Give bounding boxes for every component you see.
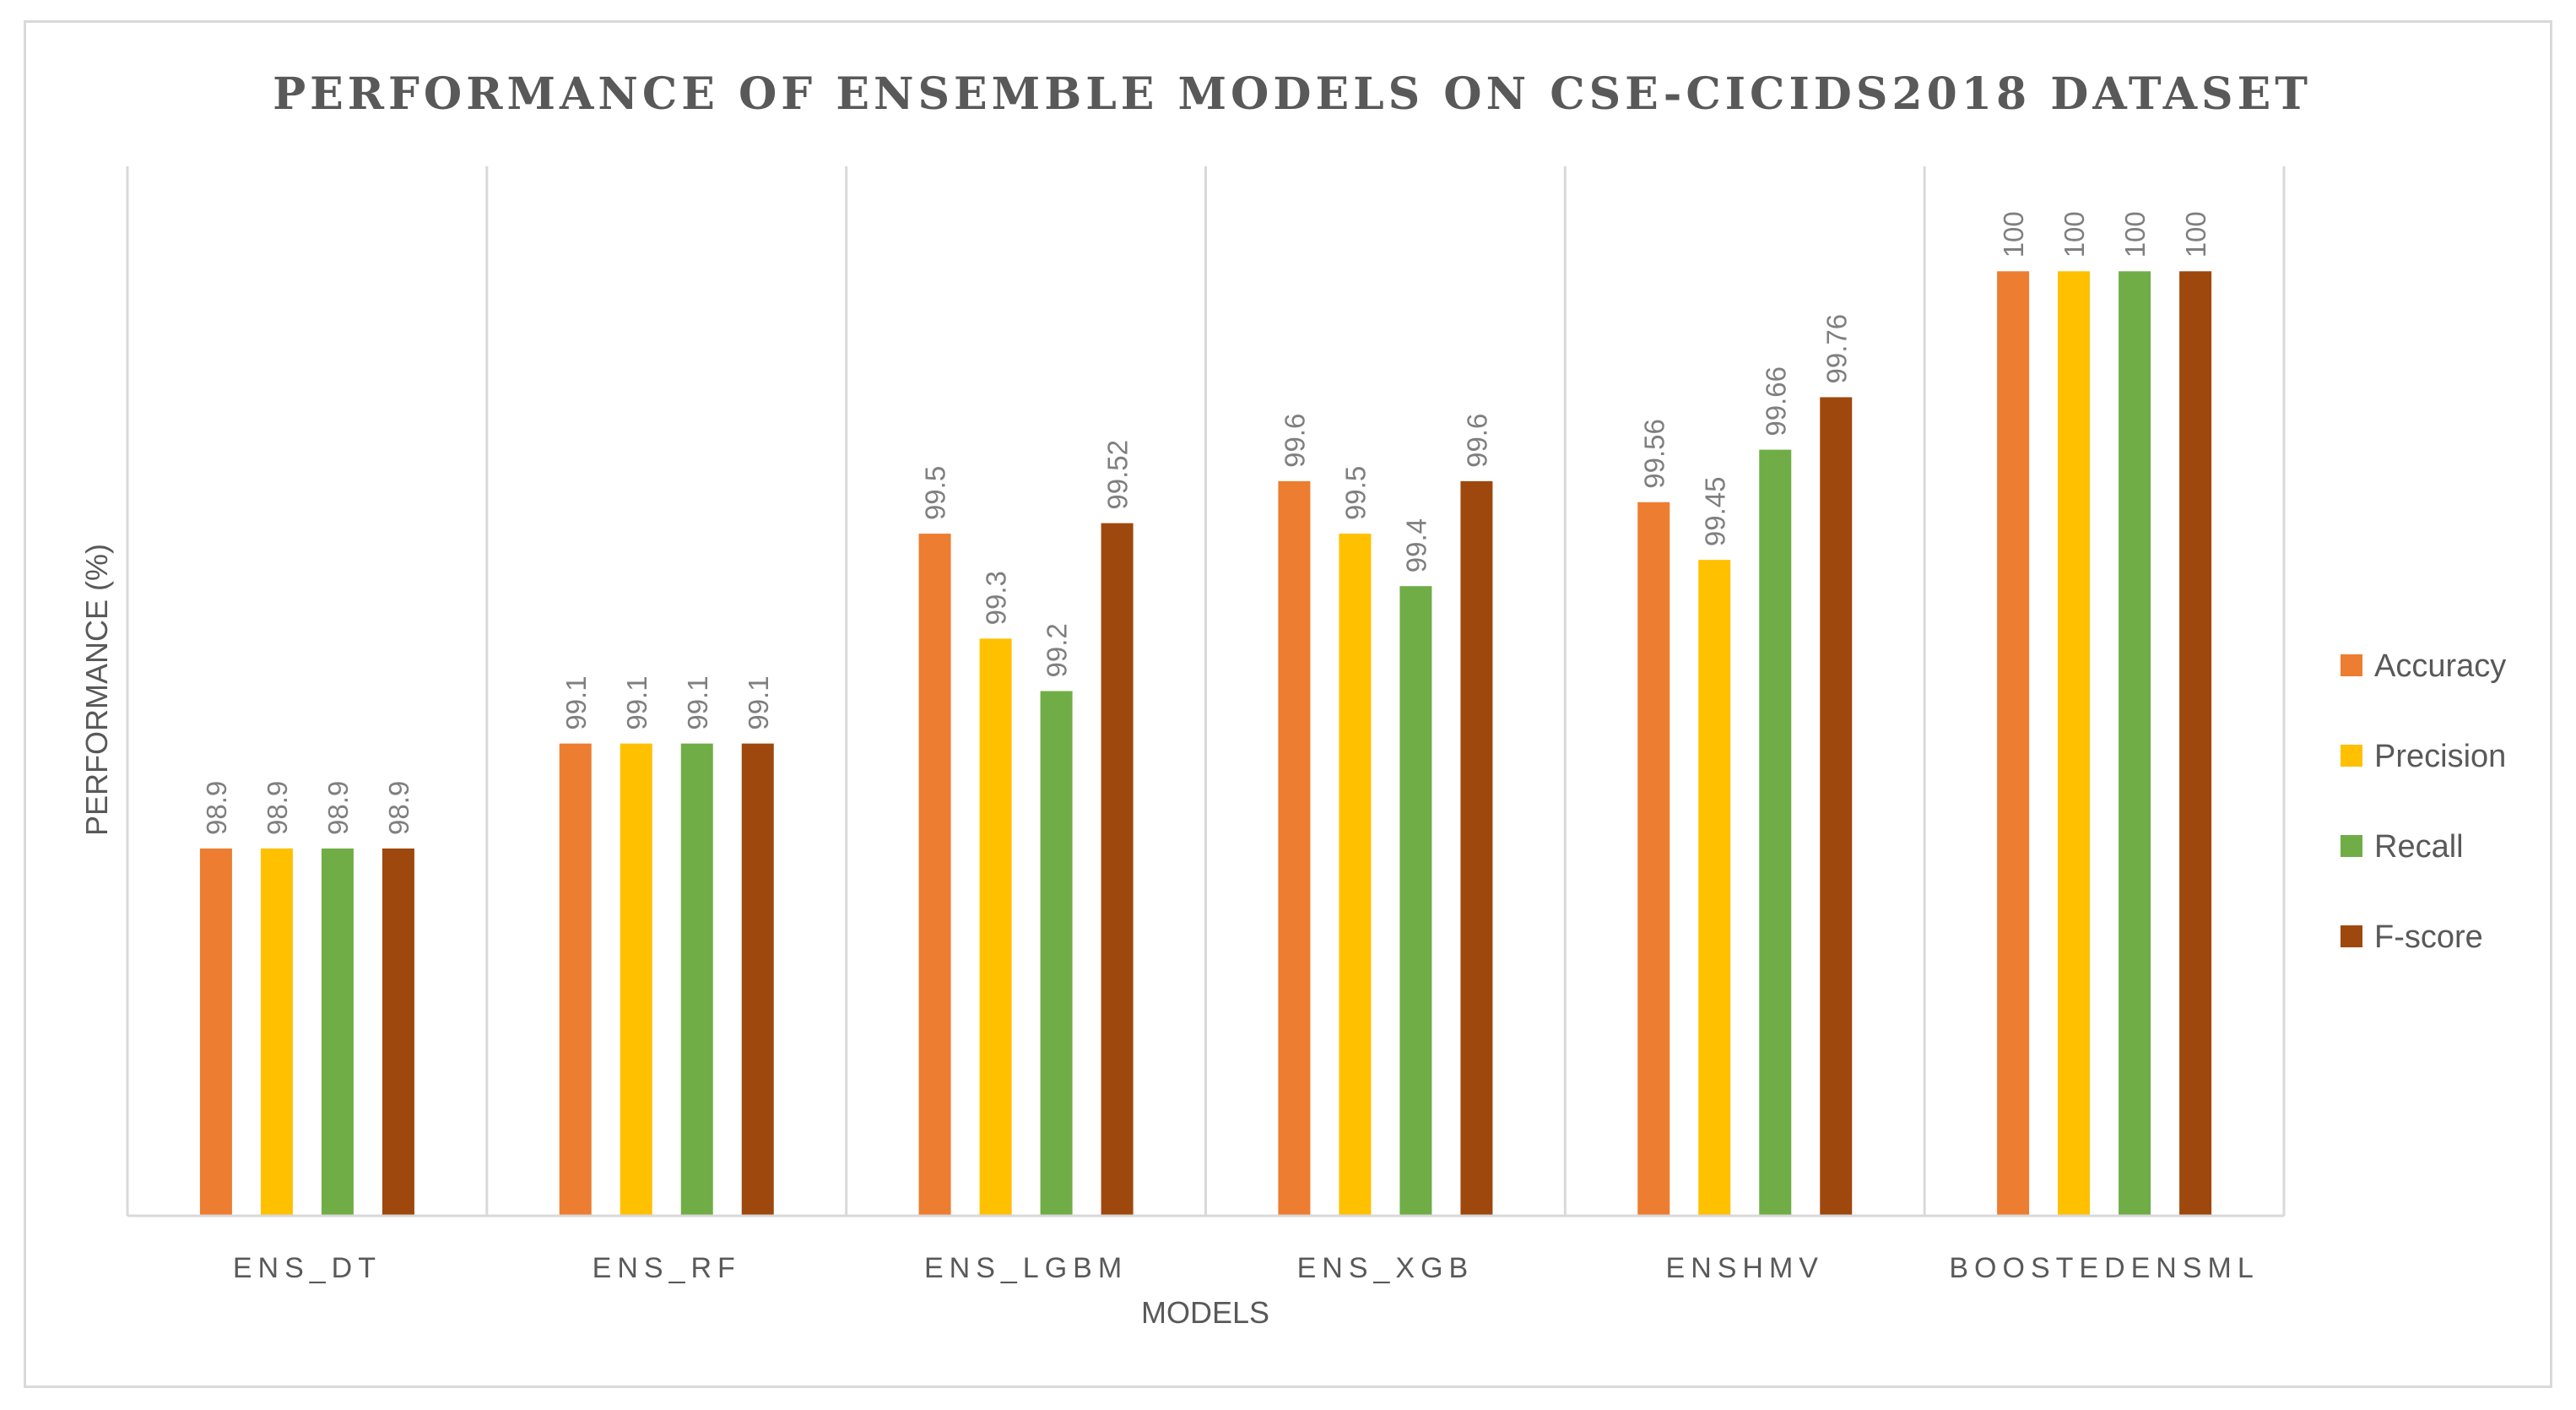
- category-gridlines: [126, 166, 2286, 1216]
- bar-boostedensml-accuracy: [1997, 271, 2030, 1216]
- data-label-boostedensml-accuracy: 100: [1998, 211, 2029, 258]
- bar-ens_rf-accuracy: [559, 743, 592, 1216]
- bar-ens_dt-precision: [260, 848, 293, 1216]
- legend-label-recall: Recall: [2374, 829, 2464, 865]
- legend-swatch-f-score: [2341, 925, 2362, 947]
- data-label-ens_rf-f-score: 99.1: [743, 675, 774, 729]
- data-label-ens_xgb-accuracy: 99.6: [1279, 414, 1310, 468]
- chart-frame: PERFORMANCE OF ENSEMBLE MODELS ON CSE-CI…: [24, 20, 2552, 1388]
- data-label-boostedensml-precision: 100: [2059, 211, 2090, 258]
- category-labels: ENS_DT ENS_RF ENS_LGBM ENS_XGB ENSHMV BOOSTED…: [233, 1252, 2259, 1284]
- bar-enshmv-accuracy: [1637, 502, 1670, 1216]
- legend-label-precision: Precision: [2374, 739, 2506, 774]
- bar-ens_xgb-recall: [1399, 586, 1432, 1216]
- data-label-boostedensml-recall: 100: [2119, 211, 2151, 258]
- category-label-enshmv: ENSHMV: [1666, 1252, 1824, 1284]
- bars: [199, 271, 2212, 1217]
- bar-ens_xgb-f-score: [1460, 480, 1493, 1216]
- data-label-ens_lgbm-accuracy: 99.5: [920, 466, 951, 520]
- legend-swatch-precision: [2341, 745, 2362, 767]
- data-label-ens_dt-f-score: 98.9: [383, 781, 414, 835]
- bar-ens_xgb-precision: [1339, 534, 1372, 1216]
- legend-swatch-accuracy: [2341, 654, 2362, 676]
- y-axis-title: PERFORMANCE (%): [79, 544, 114, 836]
- data-label-ens_rf-recall: 99.1: [682, 675, 713, 729]
- data-label-ens_dt-recall: 98.9: [322, 781, 354, 835]
- bar-ens_rf-recall: [680, 743, 713, 1216]
- legend-label-f-score: F-score: [2374, 919, 2483, 955]
- bar-ens_lgbm-accuracy: [918, 534, 951, 1216]
- bar-boostedensml-f-score: [2179, 271, 2212, 1216]
- legend: Accuracy Precision Recall F-score: [2341, 648, 2506, 955]
- data-label-ens_xgb-precision: 99.5: [1339, 466, 1371, 520]
- data-label-enshmv-f-score: 99.76: [1821, 314, 1852, 384]
- data-label-ens_dt-accuracy: 98.9: [201, 781, 232, 835]
- bar-boostedensml-recall: [2119, 271, 2151, 1216]
- bar-enshmv-f-score: [1820, 397, 1853, 1217]
- data-label-ens_xgb-recall: 99.4: [1400, 518, 1431, 572]
- data-label-ens_lgbm-recall: 99.2: [1042, 623, 1073, 677]
- bar-ens_lgbm-recall: [1040, 691, 1073, 1216]
- bar-ens_lgbm-precision: [979, 638, 1012, 1216]
- bar-ens_xgb-accuracy: [1278, 480, 1311, 1216]
- data-label-ens_lgbm-f-score: 99.52: [1102, 440, 1134, 510]
- category-label-ens_rf: ENS_RF: [593, 1252, 741, 1284]
- bar-ens_dt-accuracy: [199, 848, 232, 1216]
- legend-label-accuracy: Accuracy: [2374, 648, 2506, 684]
- data-label-boostedensml-f-score: 100: [2180, 211, 2211, 258]
- bar-boostedensml-precision: [2058, 271, 2091, 1216]
- bar-ens_lgbm-f-score: [1101, 523, 1134, 1216]
- bar-chart: PERFORMANCE OF ENSEMBLE MODELS ON CSE-CI…: [79, 68, 2506, 1330]
- legend-swatch-recall: [2341, 835, 2362, 857]
- data-labels: 98.9 98.9 98.9 98.9 99.1 99.1 99.1 99.1 99.5 99.3…: [201, 211, 2211, 835]
- bar-ens_dt-recall: [321, 848, 354, 1216]
- data-label-ens_rf-precision: 99.1: [621, 675, 652, 729]
- data-label-enshmv-accuracy: 99.56: [1638, 419, 1670, 489]
- bar-enshmv-precision: [1698, 560, 1731, 1216]
- data-label-ens_xgb-f-score: 99.6: [1461, 414, 1492, 468]
- bar-ens_rf-precision: [620, 743, 652, 1216]
- bar-enshmv-recall: [1759, 449, 1792, 1216]
- chart-title: PERFORMANCE OF ENSEMBLE MODELS ON CSE-CI…: [273, 68, 2312, 120]
- category-label-boostedensml: BOOSTEDENSML: [1949, 1252, 2259, 1284]
- category-label-ens_lgbm: ENS_LGBM: [924, 1252, 1128, 1284]
- x-axis-title: MODELS: [1141, 1295, 1269, 1330]
- category-label-ens_xgb: ENS_XGB: [1297, 1252, 1475, 1284]
- data-label-ens_rf-accuracy: 99.1: [560, 675, 592, 729]
- data-label-enshmv-recall: 99.66: [1760, 366, 1791, 437]
- bar-ens_rf-f-score: [741, 743, 774, 1216]
- category-label-ens_dt: ENS_DT: [233, 1252, 382, 1284]
- data-label-ens_lgbm-precision: 99.3: [981, 571, 1012, 625]
- data-label-enshmv-precision: 99.45: [1699, 477, 1730, 547]
- bar-ens_dt-f-score: [382, 848, 414, 1216]
- data-label-ens_dt-precision: 98.9: [262, 781, 293, 835]
